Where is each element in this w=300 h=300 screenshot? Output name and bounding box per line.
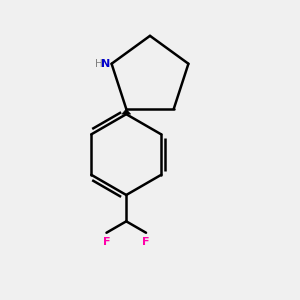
Polygon shape [122, 109, 131, 114]
Text: F: F [142, 237, 150, 247]
Text: N: N [100, 59, 110, 69]
Text: F: F [103, 237, 110, 247]
Text: H: H [95, 59, 103, 69]
